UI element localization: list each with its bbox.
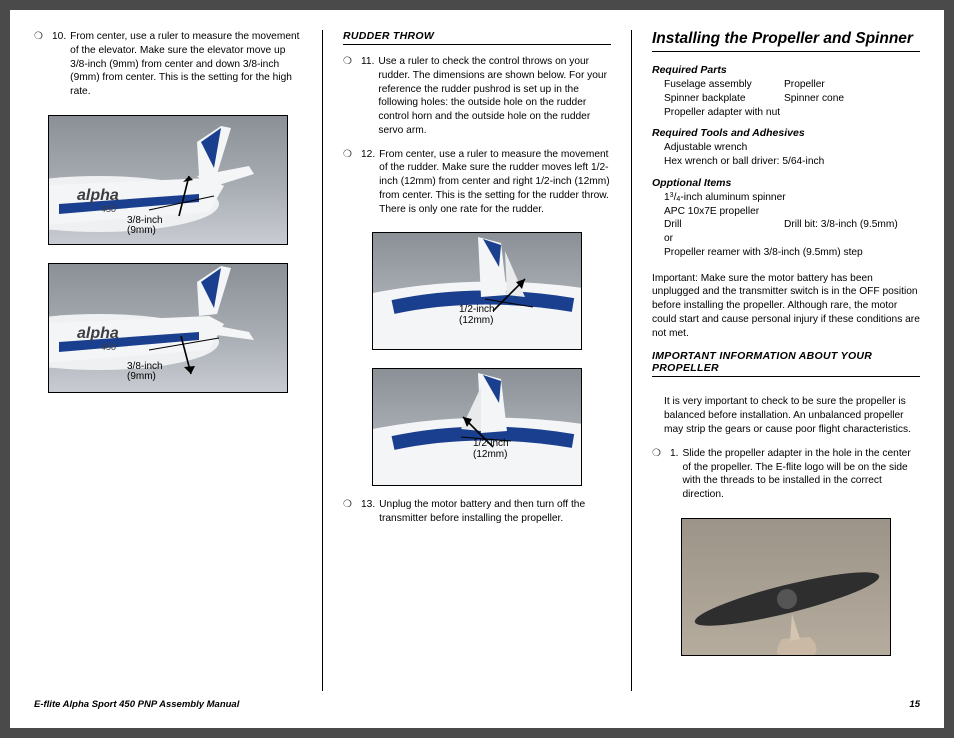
required-parts-list: Fuselage assembly Propeller Spinner back…: [652, 78, 920, 119]
optional-item: APC 10x7E propeller: [664, 205, 920, 219]
photo-rudder-right: 1/2-inch (12mm): [372, 232, 582, 350]
footer-manual-title: E-flite Alpha Sport 450 PNP Assembly Man…: [34, 699, 239, 710]
checkbox-icon: ❍: [34, 30, 52, 99]
step-1: ❍ 1. Slide the propeller adapter in the …: [652, 447, 920, 502]
step-13: ❍ 13. Unplug the motor battery and then …: [343, 498, 611, 526]
plane-tail-illustration: alpha 450: [49, 116, 288, 245]
column-divider: [631, 30, 632, 691]
svg-text:450: 450: [101, 204, 116, 214]
part-item: Propeller adapter with nut: [664, 106, 920, 120]
step-number: 10.: [52, 30, 66, 99]
step-10: ❍ 10. From center, use a ruler to measur…: [34, 30, 302, 99]
step-text: From center, use a ruler to measure the …: [379, 148, 611, 217]
part-item: Spinner backplate: [664, 92, 784, 106]
photo-elevator-up: alpha 450 3/8-inch (9mm): [48, 115, 288, 245]
photo-propeller: [681, 518, 891, 656]
rudder-illustration: [373, 369, 582, 486]
measurement-label: 3/8-inch (9mm): [127, 362, 163, 383]
measurement-label: 1/2-inch (12mm): [473, 439, 509, 460]
label-line-1: 3/8-inch: [127, 215, 163, 226]
rudder-illustration: [373, 233, 582, 350]
propeller-info-text: It is very important to check to be sure…: [652, 395, 920, 436]
label-line-2: (12mm): [459, 315, 493, 326]
required-tools-list: Adjustable wrench Hex wrench or ball dri…: [652, 141, 920, 169]
label-line-2: (9mm): [127, 225, 156, 236]
checkbox-icon: ❍: [343, 55, 361, 138]
page-footer: E-flite Alpha Sport 450 PNP Assembly Man…: [34, 699, 920, 710]
measurement-label: 3/8-inch (9mm): [127, 216, 163, 237]
step-number: 13.: [361, 498, 375, 526]
svg-text:alpha: alpha: [77, 187, 119, 204]
step-number: 11.: [361, 55, 374, 138]
column-2: RUDDER THROW ❍ 11. Use a ruler to check …: [343, 30, 611, 691]
label-line-1: 1/2-inch: [459, 304, 495, 315]
step-number: 12.: [361, 148, 375, 217]
step-text: From center, use a ruler to measure the …: [70, 30, 302, 99]
step-number: 1.: [670, 447, 679, 502]
optional-item: Drill: [664, 218, 784, 232]
footer-page-number: 15: [909, 699, 920, 710]
manual-page: ❍ 10. From center, use a ruler to measur…: [10, 10, 944, 728]
section-title: Installing the Propeller and Spinner: [652, 30, 920, 52]
plane-tail-illustration: alpha 450: [49, 264, 288, 393]
columns: ❍ 10. From center, use a ruler to measur…: [34, 30, 920, 691]
part-item: Spinner cone: [784, 92, 844, 106]
photo-rudder-left: 1/2-inch (12mm): [372, 368, 582, 486]
column-divider: [322, 30, 323, 691]
label-line-2: (9mm): [127, 371, 156, 382]
optional-item: or: [664, 232, 920, 246]
column-3: Installing the Propeller and Spinner Req…: [652, 30, 920, 691]
label-line-1: 3/8-inch: [127, 361, 163, 372]
part-item: Propeller: [784, 78, 825, 92]
step-11: ❍ 11. Use a ruler to check the control t…: [343, 55, 611, 138]
optional-item: Drill bit: 3/8-inch (9.5mm): [784, 218, 898, 232]
step-12: ❍ 12. From center, use a ruler to measur…: [343, 148, 611, 217]
checkbox-icon: ❍: [343, 148, 361, 217]
label-line-2: (12mm): [473, 449, 507, 460]
svg-text:450: 450: [101, 342, 116, 352]
label-line-1: 1/2-inch: [473, 438, 509, 449]
optional-items-heading: Opptional Items: [652, 177, 920, 189]
optional-item: 13/4-inch aluminum spinner: [664, 191, 920, 205]
important-note: Important: Make sure the motor battery h…: [652, 272, 920, 341]
required-parts-heading: Required Parts: [652, 64, 920, 76]
tool-item: Adjustable wrench: [664, 141, 920, 155]
checkbox-icon: ❍: [652, 447, 670, 502]
checkbox-icon: ❍: [343, 498, 361, 526]
required-tools-heading: Required Tools and Adhesives: [652, 127, 920, 139]
photo-elevator-down: alpha 450 3/8-inch (9mm): [48, 263, 288, 393]
step-text: Slide the propeller adapter in the hole …: [683, 447, 921, 502]
rudder-throw-heading: RUDDER THROW: [343, 30, 611, 45]
tool-item: Hex wrench or ball driver: 5/64-inch: [664, 155, 920, 169]
column-1: ❍ 10. From center, use a ruler to measur…: [34, 30, 302, 691]
svg-text:alpha: alpha: [77, 325, 119, 342]
part-item: Fuselage assembly: [664, 78, 784, 92]
measurement-label: 1/2-inch (12mm): [459, 305, 495, 326]
step-text: Unplug the motor battery and then turn o…: [379, 498, 611, 526]
optional-items-list: 13/4-inch aluminum spinner APC 10x7E pro…: [652, 191, 920, 260]
optional-item: Propeller reamer with 3/8-inch (9.5mm) s…: [664, 246, 920, 260]
propeller-info-heading: IMPORTANT INFORMATION ABOUT YOUR PROPELL…: [652, 350, 920, 377]
step-text: Use a ruler to check the control throws …: [378, 55, 611, 138]
propeller-illustration: [682, 519, 891, 656]
